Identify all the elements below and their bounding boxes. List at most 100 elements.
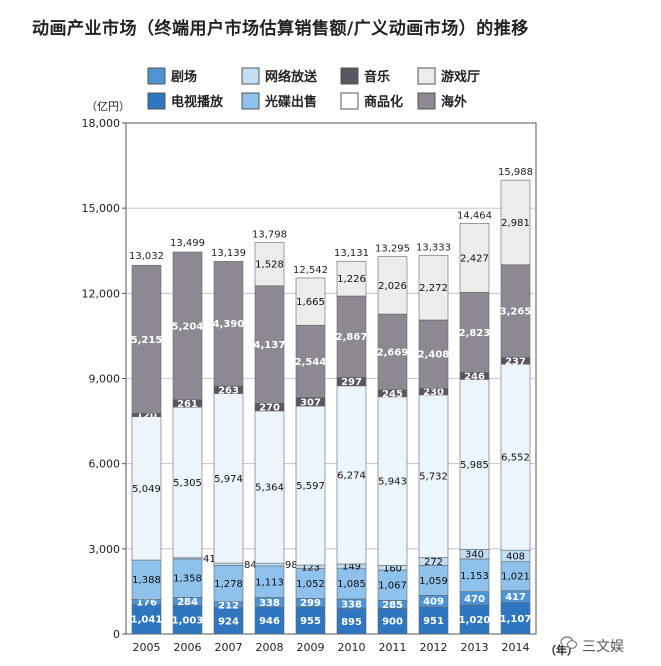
- y-tick-label: 9,000: [89, 373, 121, 386]
- legend-item: 音乐: [340, 67, 390, 85]
- data-label: 263: [218, 385, 239, 396]
- bar-group-2011: 900 285 1,067 160 5,943 245 2,669 2,026 13,295: [375, 244, 410, 635]
- data-label: 237: [505, 356, 526, 367]
- data-label: 946: [259, 616, 280, 627]
- total-label: 13,295: [375, 244, 410, 255]
- bar-group-2013: 1,020 470 1,153 340 5,985 246 2,823 2,427 14,464: [457, 210, 492, 635]
- legend-swatch: [340, 67, 359, 85]
- legend-swatch: [147, 67, 166, 85]
- legend-swatch: [147, 92, 166, 110]
- data-label: 245: [382, 389, 403, 400]
- data-label: 1,020: [459, 615, 491, 626]
- bar-segment: [254, 410, 285, 564]
- x-tick-label: 2009: [297, 641, 325, 654]
- data-label: 1,528: [255, 260, 284, 271]
- data-label: 1,085: [337, 579, 366, 590]
- x-tick-label: 2012: [420, 641, 448, 654]
- bar-segment: [254, 562, 285, 567]
- bar-segment: [459, 291, 490, 373]
- y-tick-label: 6,000: [89, 458, 121, 471]
- bar-segment: [131, 559, 162, 600]
- bar-segment: [500, 179, 531, 266]
- bar-segment: [459, 379, 490, 550]
- bar-segment: [213, 607, 244, 635]
- data-label: 261: [177, 399, 198, 410]
- data-label: 307: [300, 397, 321, 408]
- bar-group-2010: 895 338 1,085 149 6,274 297 2,867 1,226 13,131: [334, 248, 369, 635]
- y-tick-label: 18,000: [82, 117, 121, 130]
- x-tick-label: 2010: [338, 641, 366, 654]
- bar-group-2005: 1,041 176 1,388 5,049 120 5,215 13,032: [129, 251, 164, 635]
- data-label: 2,427: [460, 253, 489, 264]
- legend-item: 商品化: [340, 92, 403, 110]
- x-tick-label: 2006: [174, 641, 202, 654]
- data-label: 1,358: [173, 574, 202, 585]
- legend-item: 游戏厅: [417, 67, 480, 85]
- y-tick-label: 12,000: [82, 287, 121, 300]
- bar-segment: [459, 604, 490, 635]
- data-label: 1,021: [501, 572, 530, 583]
- data-label: 409: [423, 597, 444, 608]
- legend-swatch: [417, 92, 436, 110]
- legend-item: 电视播放: [147, 92, 224, 110]
- bar-segment: [377, 608, 408, 635]
- legend-swatch: [241, 67, 260, 85]
- data-label: 5,204: [172, 321, 204, 332]
- chart-title: 动画产业市场（终端用户市场估算销售额/广义动画市场）的推移: [32, 19, 529, 39]
- data-label: 272: [424, 557, 443, 568]
- bar-segment: [418, 319, 449, 389]
- y-tick-label: 0: [113, 628, 120, 641]
- bar-segment: [254, 285, 285, 404]
- data-label: 212: [218, 600, 239, 611]
- bar-segment: [336, 385, 367, 565]
- data-label: 297: [341, 377, 362, 388]
- bar-segment: [295, 324, 326, 398]
- data-label: 120: [136, 411, 157, 422]
- bar-segment: [295, 277, 326, 326]
- legend-swatch: [417, 67, 436, 85]
- bar-segment: [131, 264, 162, 414]
- bar-segment: [213, 393, 244, 564]
- x-tick-label: 2008: [256, 641, 284, 654]
- total-label: 13,333: [416, 242, 451, 253]
- bar-segment: [500, 602, 531, 635]
- data-label: 4,137: [254, 340, 286, 351]
- data-label: 5,049: [132, 484, 161, 495]
- total-label: 13,499: [170, 238, 205, 249]
- data-label: 2,669: [377, 347, 409, 358]
- bar-group-2012: 951 409 1,059 272 5,732 230 2,408 2,272 13,333: [416, 242, 451, 635]
- legend-label: 游戏厅: [441, 69, 480, 85]
- x-tick-label: 2005: [133, 641, 161, 654]
- data-label: 4,390: [213, 319, 245, 330]
- legend-swatch: [241, 92, 260, 110]
- data-label: 1,153: [460, 571, 489, 582]
- bar-segment: [131, 416, 162, 561]
- data-label: 417: [505, 592, 526, 603]
- data-label: 176: [136, 597, 157, 608]
- bar-segment: [459, 223, 490, 293]
- legend-label: 电视播放: [171, 94, 224, 110]
- legend-item: 海外: [417, 92, 467, 110]
- data-label: 5,364: [255, 483, 284, 494]
- data-label: 299: [300, 598, 321, 609]
- bar-segment: [254, 242, 285, 287]
- data-label: 149: [342, 562, 361, 573]
- x-tick-label: 2011: [379, 641, 407, 654]
- bar-segment: [377, 569, 408, 601]
- data-label: 408: [506, 551, 525, 562]
- total-label: 13,798: [252, 229, 287, 240]
- legend-label: 商品化: [364, 94, 403, 110]
- legend-label: 光碟出售: [264, 94, 317, 110]
- bar-segment: [336, 608, 367, 635]
- data-label: 1,226: [337, 274, 366, 285]
- data-label: 6,552: [501, 453, 530, 464]
- data-label: 84: [244, 560, 257, 571]
- x-tick-label: 2007: [215, 641, 243, 654]
- bar-segment: [213, 565, 244, 603]
- data-label: 41: [203, 554, 216, 565]
- x-tick-label: 2013: [461, 641, 489, 654]
- data-label: 895: [341, 617, 362, 628]
- data-label: 470: [464, 594, 485, 605]
- watermark: 三文娱: [582, 639, 624, 655]
